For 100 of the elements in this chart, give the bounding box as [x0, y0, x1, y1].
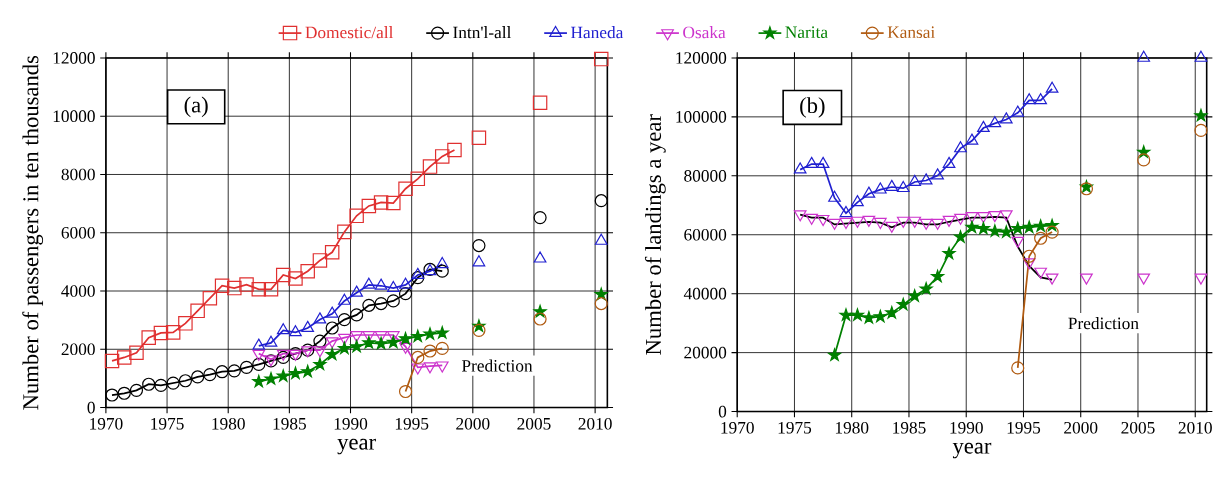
- point: [263, 281, 279, 297]
- point: [129, 383, 144, 397]
- point: [851, 216, 864, 228]
- point: [896, 297, 910, 310]
- point: [828, 348, 842, 361]
- x-tick-label: 2005: [517, 417, 551, 430]
- point: [1194, 273, 1208, 285]
- y-tick-label: 0: [87, 401, 95, 414]
- point: [190, 303, 205, 318]
- point: [1034, 219, 1048, 232]
- point: [988, 115, 1002, 128]
- point: [594, 233, 608, 245]
- point: [203, 367, 217, 381]
- point: [215, 364, 229, 379]
- point: [1045, 225, 1059, 239]
- point: [1045, 218, 1059, 232]
- point: [337, 341, 351, 354]
- point: [398, 286, 413, 300]
- point: [447, 142, 462, 158]
- point: [965, 220, 979, 233]
- point: [805, 213, 818, 225]
- point: [422, 159, 438, 174]
- point: [839, 217, 853, 229]
- y-tick-label: 60000: [684, 228, 727, 241]
- point: [999, 225, 1013, 238]
- x-tick-label: 1995: [1007, 421, 1041, 434]
- point: [313, 345, 327, 358]
- point: [324, 244, 340, 260]
- point: [919, 173, 933, 185]
- point: [116, 349, 132, 365]
- point: [423, 344, 437, 358]
- point: [227, 364, 241, 378]
- point: [931, 218, 944, 230]
- point: [976, 221, 990, 234]
- point: [362, 277, 376, 289]
- y-axis-title: Number of landings a year: [644, 114, 666, 355]
- point: [919, 218, 933, 230]
- y-tick-label: 8000: [61, 168, 95, 181]
- point: [862, 186, 876, 198]
- point: [1011, 236, 1025, 248]
- point: [896, 216, 910, 228]
- point: [191, 370, 205, 384]
- point: [361, 198, 377, 213]
- point: [350, 330, 363, 343]
- x-tick-label: 1980: [212, 417, 245, 430]
- point: [252, 357, 266, 371]
- point: [312, 252, 328, 268]
- point: [533, 251, 547, 263]
- point: [977, 211, 990, 223]
- annotation: Prediction: [461, 359, 533, 372]
- point: [873, 309, 887, 323]
- point: [1137, 273, 1151, 285]
- point: [931, 168, 944, 180]
- point: [410, 171, 426, 186]
- point: [313, 312, 327, 324]
- point: [594, 193, 608, 208]
- y-tick-label: 10000: [53, 110, 95, 122]
- point: [839, 205, 853, 217]
- point: [386, 280, 400, 292]
- point: [931, 269, 945, 282]
- point: [374, 296, 388, 310]
- point: [142, 377, 156, 391]
- point: [593, 51, 609, 67]
- point: [276, 369, 290, 382]
- y-tick-label: 80000: [684, 169, 727, 182]
- point: [423, 327, 437, 340]
- y-tick-label: 12000: [53, 51, 95, 64]
- point: [154, 378, 168, 392]
- x-tick-label: 1985: [893, 421, 926, 434]
- point: [942, 246, 956, 260]
- point: [873, 182, 887, 194]
- point: [908, 216, 922, 228]
- point: [338, 293, 351, 305]
- legend-label: Osaka: [683, 25, 726, 39]
- point: [411, 267, 425, 279]
- point: [594, 287, 608, 300]
- point: [862, 310, 876, 324]
- point: [965, 133, 979, 145]
- x-tick-label: 1990: [950, 421, 983, 434]
- x-tick-label: 1975: [778, 421, 812, 434]
- point: [1194, 50, 1208, 62]
- point: [337, 224, 352, 239]
- y-axis-title: Number of passengers in ten thousands: [22, 55, 44, 410]
- annotation: Prediction: [1068, 316, 1139, 329]
- point: [301, 320, 315, 332]
- x-tick-label: 2010: [578, 417, 612, 430]
- point: [1022, 220, 1036, 233]
- point: [1034, 92, 1048, 105]
- point: [1080, 273, 1093, 285]
- point: [252, 338, 266, 350]
- point: [350, 308, 364, 322]
- point: [793, 162, 807, 174]
- point: [399, 331, 413, 345]
- point: [374, 336, 388, 350]
- y-tick-label: 120000: [676, 51, 727, 64]
- legend-label: Narita: [785, 26, 828, 38]
- point: [954, 213, 967, 225]
- point: [594, 296, 608, 310]
- point: [965, 211, 979, 223]
- point: [264, 371, 278, 385]
